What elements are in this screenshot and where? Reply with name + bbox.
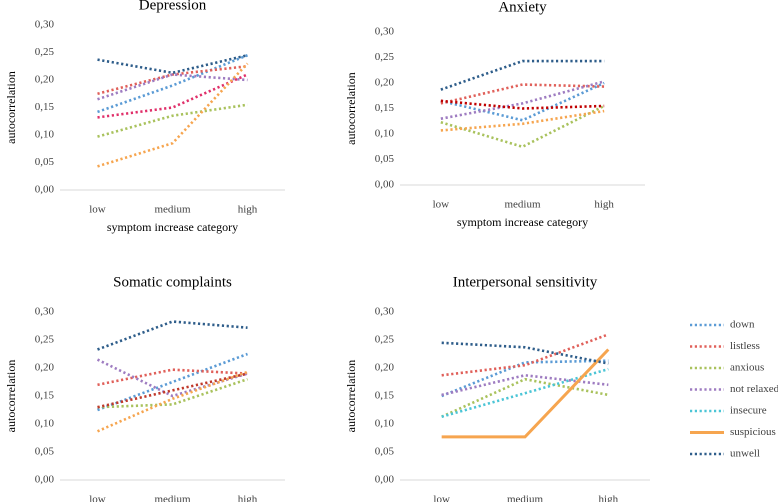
x-tick-label: low [89,204,106,216]
y-tick-label: 0,25 [35,46,55,58]
series-line [441,333,609,377]
series-line [97,372,248,409]
y-tick-label: 0,10 [375,128,395,140]
chart-title: Depression [139,0,207,13]
x-tick-label: high [238,204,258,216]
series-line [97,73,249,119]
y-tick-label: 0,30 [35,19,55,31]
series-line [97,53,248,75]
y-tick-label: 0,00 [35,474,55,486]
y-tick-label: 0,00 [375,179,395,191]
x-tick-label: medium [504,199,540,211]
y-tick-label: 0,05 [375,446,395,458]
y-tick-label: 0,05 [375,153,395,165]
x-tick-label: high [238,494,258,502]
series-line [97,377,248,409]
chart-title: Interpersonal sensitivity [453,274,598,290]
x-tick-label: medium [154,494,190,502]
y-tick-label: 0,00 [375,474,395,486]
x-tick-label: high [594,199,614,211]
y-axis-title: autocorrelation [344,72,358,145]
series-line [97,73,248,101]
series-line [440,99,605,110]
legend-label: unwell [730,448,760,460]
y-tick-label: 0,30 [375,26,395,38]
y-tick-label: 0,15 [375,102,395,114]
y-axis-title: autocorrelation [4,71,18,144]
series-line [440,109,605,132]
series-line [441,359,609,398]
series-line [97,352,248,412]
legend-label: anxious [730,362,764,374]
y-tick-label: 0,00 [35,184,55,196]
y-tick-label: 0,20 [35,362,55,374]
y-tick-label: 0,20 [35,74,55,86]
x-axis-title: symptom increase category [457,215,588,229]
x-axis-title: symptom increase category [107,220,238,234]
series-line [97,320,248,351]
y-tick-label: 0,30 [375,306,395,318]
y-tick-label: 0,10 [375,418,395,430]
y-tick-label: 0,15 [35,390,55,402]
y-tick-label: 0,05 [35,156,55,168]
y-tick-label: 0,20 [375,362,395,374]
x-tick-label: medium [154,204,190,216]
legend-label: listless [730,340,760,352]
y-tick-label: 0,05 [35,446,55,458]
legend-label: not relaxed [730,383,778,395]
series-line [441,348,610,439]
series-line [97,62,249,168]
x-tick-label: medium [507,494,543,502]
y-tick-label: 0,10 [35,418,55,430]
series-line [97,64,248,96]
y-tick-label: 0,15 [375,390,395,402]
y-tick-label: 0,20 [375,77,395,89]
legend-label: down [730,319,755,331]
x-tick-label: low [433,494,450,502]
y-tick-label: 0,25 [35,334,55,346]
y-tick-label: 0,10 [35,129,55,141]
series-line [97,368,248,387]
series-line [96,370,248,433]
series-line [440,83,605,105]
series-line [440,104,605,149]
chart-title: Somatic complaints [113,274,232,290]
x-tick-label: low [433,199,450,211]
series-line [441,377,609,418]
y-tick-label: 0,25 [375,334,395,346]
y-axis-title: autocorrelation [344,360,358,433]
y-tick-label: 0,30 [35,306,55,318]
y-tick-label: 0,15 [35,101,55,113]
x-tick-label: high [599,494,619,502]
series-line [97,54,248,114]
series-line [97,103,248,138]
series-line [441,341,609,365]
x-tick-label: low [89,494,106,502]
series-line [440,80,605,120]
legend-label: suspicious [730,426,776,438]
y-axis-title: autocorrelation [4,360,18,433]
series-line [440,59,605,91]
chart-title: Anxiety [498,0,547,15]
y-tick-label: 0,25 [375,51,395,63]
legend-label: insecure [730,405,767,417]
